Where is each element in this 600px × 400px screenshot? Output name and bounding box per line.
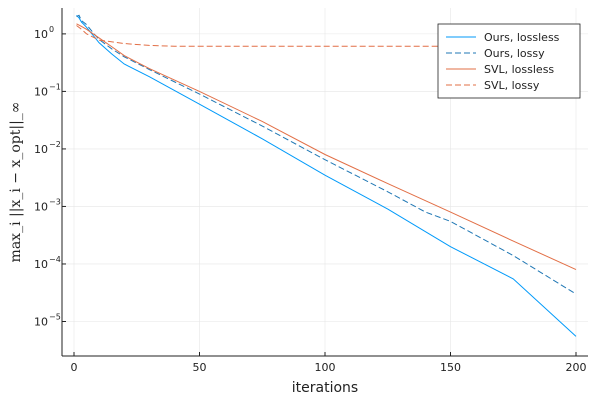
y-tick-label: 10 [34, 85, 48, 98]
y-tick-label: 10 [34, 28, 48, 41]
y-tick-label: 10 [34, 200, 48, 213]
x-tick-label: 100 [315, 361, 336, 374]
legend-label: Ours, lossy [484, 47, 545, 60]
y-tick-exponent: −5 [49, 312, 61, 321]
legend-box [437, 23, 581, 99]
series-line-1 [76, 14, 577, 295]
y-tick-label: 10 [34, 143, 48, 156]
y-tick-exponent: 0 [49, 25, 54, 34]
series-line-2 [76, 23, 577, 270]
y-tick-exponent: −3 [49, 197, 61, 206]
grid [62, 8, 588, 356]
y-tick-label: 10 [34, 258, 48, 271]
series-line-0 [76, 14, 577, 337]
y-tick-exponent: −2 [49, 140, 61, 149]
y-tick-exponent: −4 [49, 255, 61, 264]
legend: Ours, lossless Ours, lossy SVL, lossless SV… [437, 23, 581, 99]
x-axis-label: iterations [292, 380, 358, 396]
legend-label: Ours, lossless [484, 31, 560, 44]
legend-label: SVL, lossless [484, 63, 554, 76]
y-tick-exponent: −1 [49, 82, 61, 91]
y-tick-label: 10 [34, 315, 48, 328]
x-tick-label: 200 [566, 361, 587, 374]
series-lines [76, 14, 577, 337]
x-tick-label: 0 [71, 361, 78, 374]
series-line-3 [76, 25, 576, 47]
y-axis-label: max_i ||x_i − x_opt||_∞ [8, 102, 24, 263]
legend-label: SVL, lossy [484, 79, 540, 92]
x-tick-label: 50 [193, 361, 207, 374]
x-tick-label: 150 [440, 361, 461, 374]
x-ticks: 0 50 100 150 200 [71, 352, 587, 374]
